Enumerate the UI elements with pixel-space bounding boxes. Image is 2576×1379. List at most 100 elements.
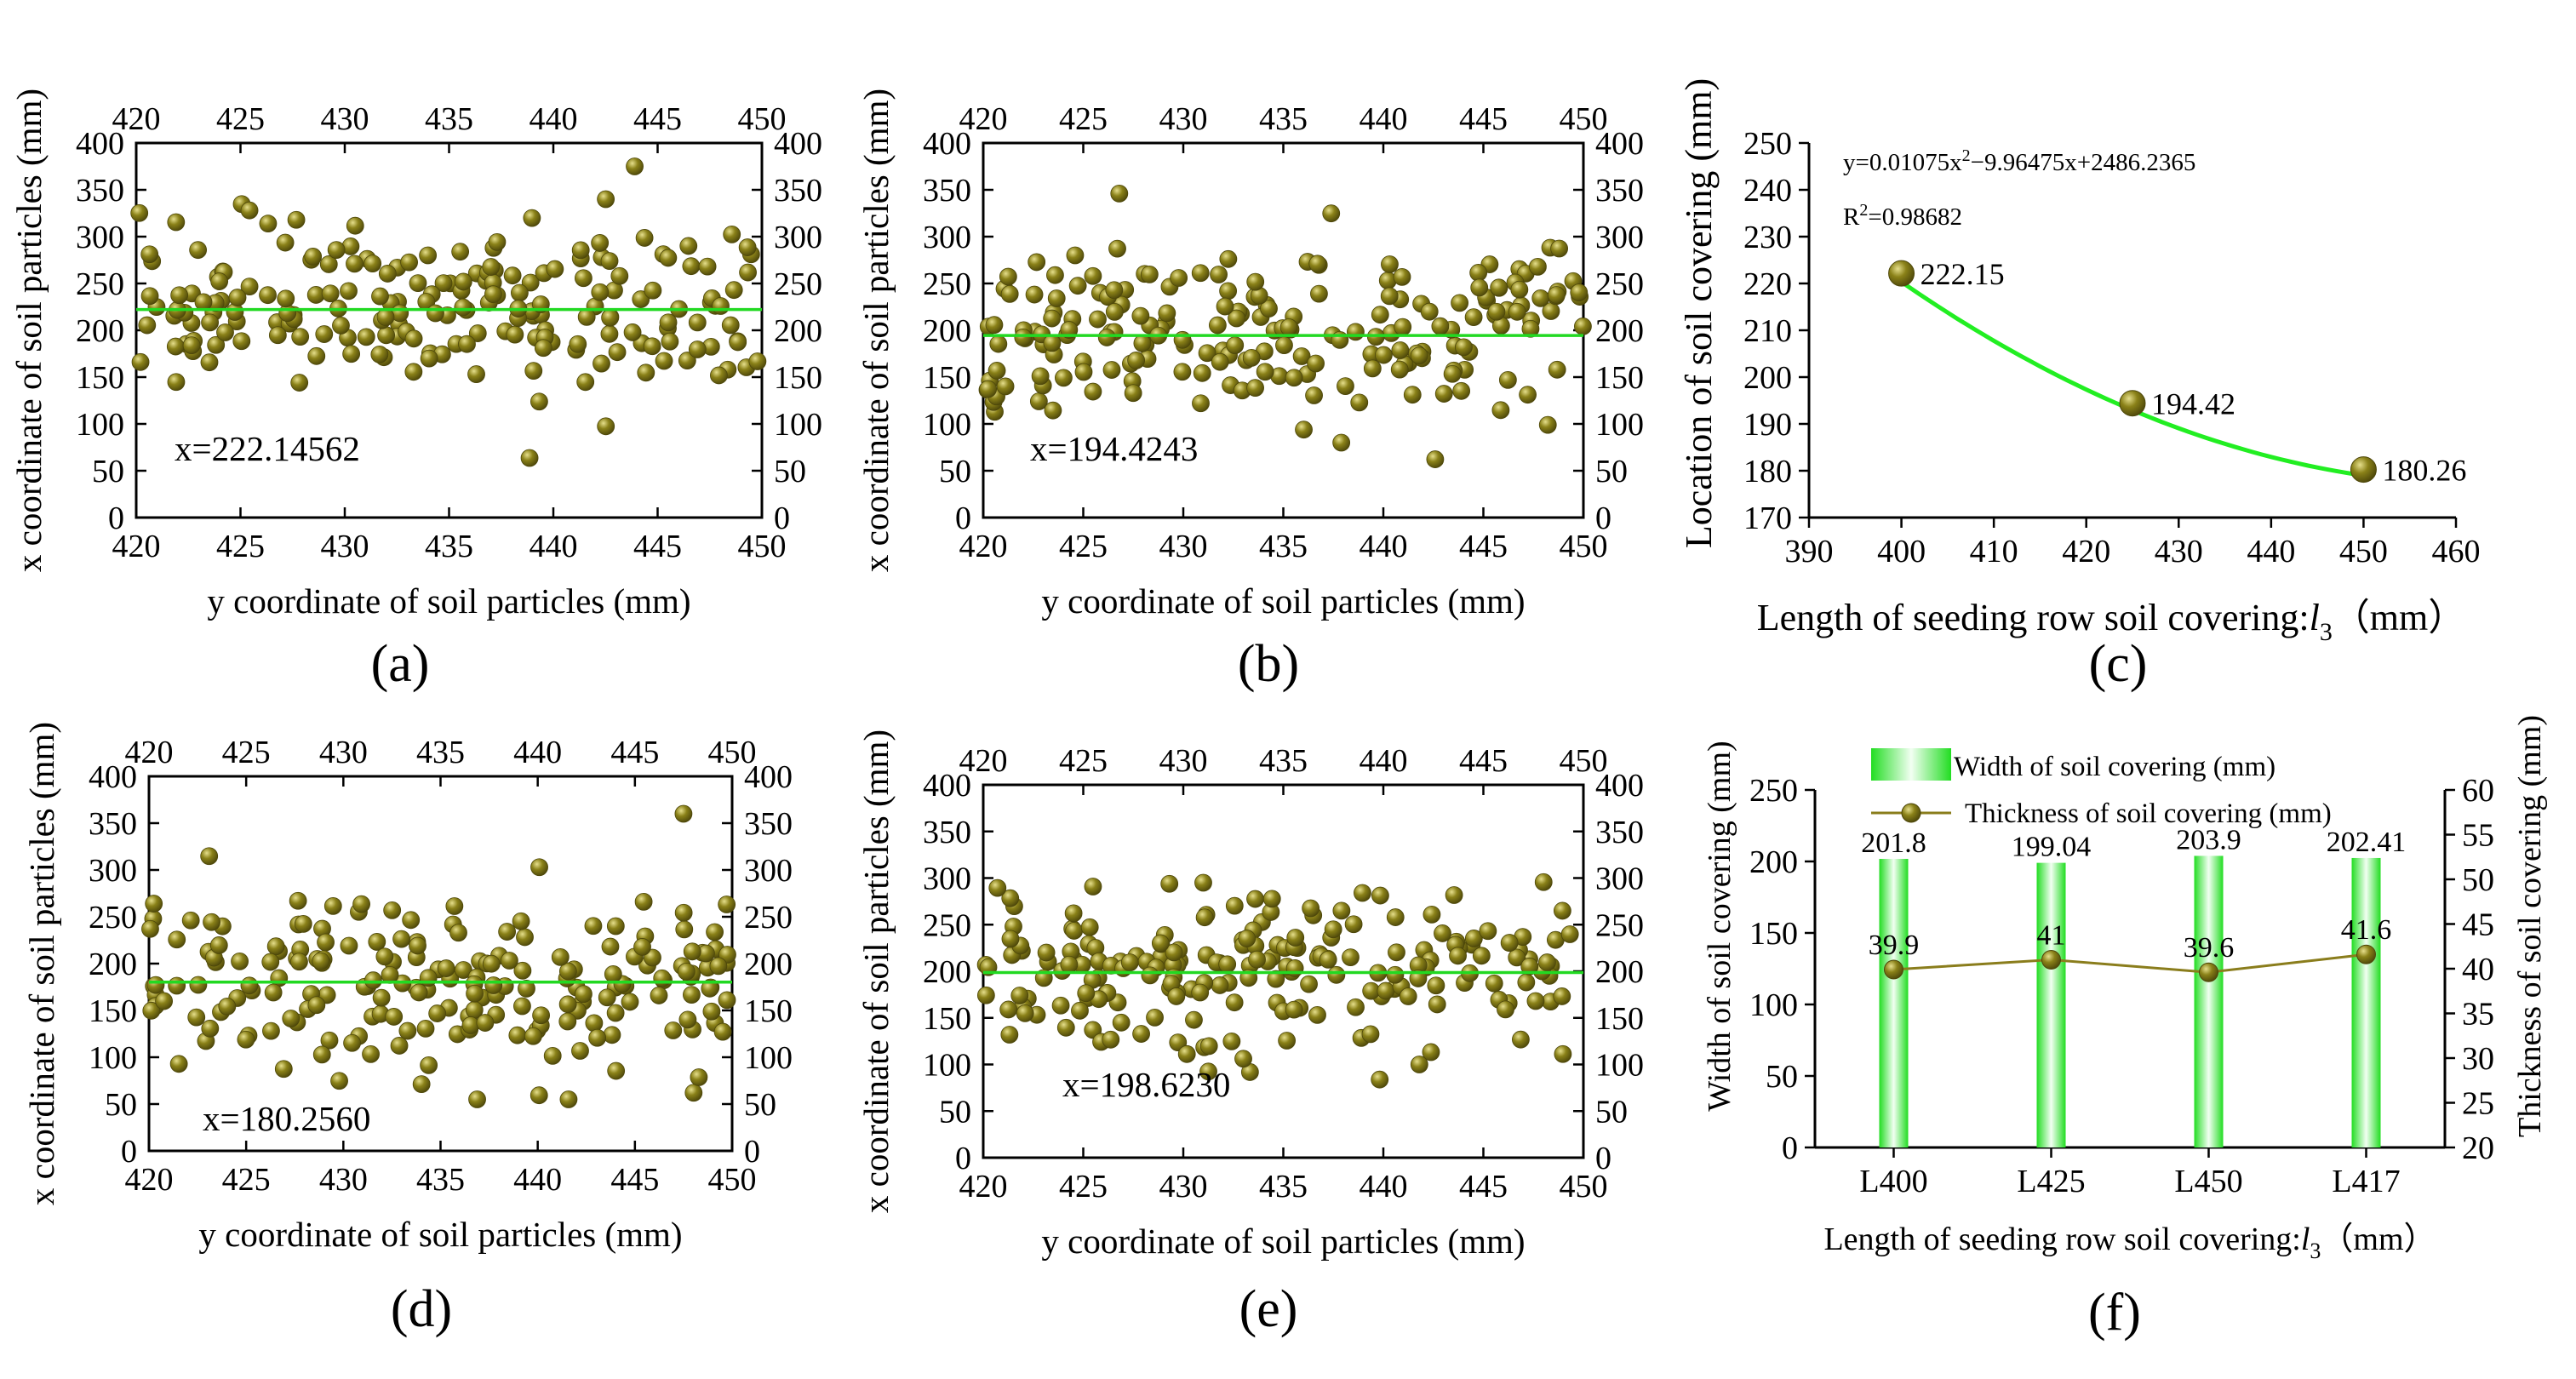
- soil-particle: [1165, 943, 1183, 962]
- soil-particle: [1426, 450, 1445, 468]
- soil-particle: [1386, 908, 1405, 926]
- soil-particle: [1386, 965, 1405, 984]
- soil-particle: [259, 215, 278, 233]
- soil-particle: [598, 988, 616, 1007]
- soil-particle: [591, 234, 610, 252]
- mean-annotation: x=194.4243: [1030, 429, 1198, 468]
- y-tick-label: 50: [92, 454, 124, 489]
- y-tick-label-right: 400: [1595, 768, 1644, 804]
- panel-f: 0 50 100 150 200 250 20 25 30 35 40 45 50 55 60 L400 201…: [1702, 715, 2548, 1342]
- x-tick-label-top: 420: [959, 743, 1008, 779]
- y-tick-label: 210: [1743, 313, 1792, 349]
- y-tick-label-right: 300: [1595, 220, 1644, 255]
- soil-particle: [1409, 970, 1428, 987]
- soil-particle: [340, 936, 358, 955]
- soil-particle: [679, 237, 698, 255]
- legend: Width of soil covering (mm) Thickness of …: [1871, 748, 2332, 829]
- soil-particle: [655, 352, 673, 370]
- soil-particle: [1133, 334, 1152, 352]
- legend-line-label: Thickness of soil covering (mm): [1965, 798, 2332, 829]
- soil-particle: [451, 243, 470, 261]
- soil-particle: [320, 1031, 339, 1050]
- y-tick-label: 150: [923, 360, 971, 396]
- data-point: [2119, 390, 2146, 417]
- soil-particle: [1347, 998, 1365, 1016]
- soil-particle: [264, 983, 283, 1002]
- soil-particle: [524, 1027, 542, 1045]
- soil-particle: [155, 992, 174, 1010]
- panel-label: (c): [2089, 635, 2148, 693]
- x-tick-label-top: 420: [959, 101, 1008, 137]
- y-tick-label-right: 350: [774, 173, 822, 209]
- x-axis-title: y coordinate of soil particles (mm): [198, 1215, 682, 1254]
- soil-particle: [398, 1021, 417, 1040]
- soil-particle: [506, 325, 524, 344]
- soil-particle: [1151, 934, 1170, 953]
- y-tick-label-right: 200: [774, 313, 822, 349]
- x-tick-label: 425: [1059, 1169, 1108, 1204]
- y-tick-label: 240: [1743, 173, 1792, 209]
- soil-particle: [1322, 204, 1341, 223]
- y-tick-label-right: 400: [1595, 126, 1644, 162]
- soil-particle: [1512, 1030, 1530, 1049]
- soil-particle: [449, 924, 467, 942]
- soil-particle: [262, 1021, 280, 1040]
- soil-particle: [1105, 281, 1124, 300]
- y-tick-label-right: 200: [1595, 313, 1644, 349]
- soil-particle: [346, 255, 364, 273]
- soil-particle: [546, 260, 564, 278]
- y-tick-label-right: 350: [1595, 815, 1644, 850]
- soil-particle: [530, 392, 548, 411]
- y-tick-label: 100: [923, 407, 971, 443]
- soil-particle: [1431, 317, 1450, 335]
- soil-particle: [1146, 1008, 1164, 1027]
- soil-particle: [468, 324, 487, 342]
- soil-particle: [1140, 265, 1159, 283]
- x-tick-label-top: 430: [1159, 101, 1208, 137]
- soil-particle: [597, 190, 615, 209]
- soil-particle: [434, 274, 453, 293]
- soil-particle: [261, 953, 280, 971]
- x-tick-label-top: 435: [1259, 743, 1308, 779]
- x-tick-label: 450: [1560, 1169, 1608, 1204]
- soil-particle: [419, 246, 438, 265]
- soil-particle: [340, 282, 358, 300]
- soil-particle: [1267, 970, 1285, 988]
- soil-particle: [231, 952, 249, 970]
- soil-particle: [1553, 901, 1571, 920]
- thickness-point-label: 39.9: [1869, 930, 1920, 961]
- soil-particle: [653, 969, 672, 987]
- y-tick-label: 400: [923, 768, 971, 804]
- soil-particle: [146, 976, 165, 994]
- x-tick-label: 445: [610, 1162, 659, 1198]
- soil-particle: [482, 258, 501, 276]
- soil-particle: [1043, 334, 1062, 352]
- soil-particle: [1529, 257, 1547, 276]
- soil-particle: [420, 1056, 438, 1074]
- y-tick-label: 50: [939, 454, 971, 489]
- y-tick-label: 300: [923, 220, 971, 255]
- y-tick-label: 250: [1743, 126, 1792, 162]
- soil-particle: [1391, 341, 1410, 359]
- x-tick-label-top: 425: [216, 101, 265, 137]
- y-tick-label-right: 300: [1595, 861, 1644, 897]
- soil-particle: [1194, 873, 1212, 892]
- soil-particle: [1279, 318, 1298, 336]
- soil-particle: [690, 1068, 708, 1086]
- data-point: [1888, 260, 1915, 287]
- soil-particle: [1363, 359, 1382, 378]
- soil-particle: [1344, 915, 1363, 934]
- soil-particle: [409, 983, 428, 1002]
- x-tick-label: 450: [2339, 534, 2388, 569]
- x-axis-title: Length of seeding row soil covering:l3（m…: [1757, 597, 2466, 646]
- soil-particle: [1319, 950, 1337, 969]
- x-tick-label: 425: [216, 529, 265, 564]
- soil-particle: [346, 216, 364, 235]
- equation-superscript: 2: [1962, 146, 1971, 165]
- soil-particle: [1390, 360, 1409, 379]
- x-tick-label: 420: [112, 529, 161, 564]
- soil-particle: [237, 1030, 255, 1049]
- category-label: L417: [2332, 1164, 2400, 1199]
- soil-particle: [1046, 266, 1064, 284]
